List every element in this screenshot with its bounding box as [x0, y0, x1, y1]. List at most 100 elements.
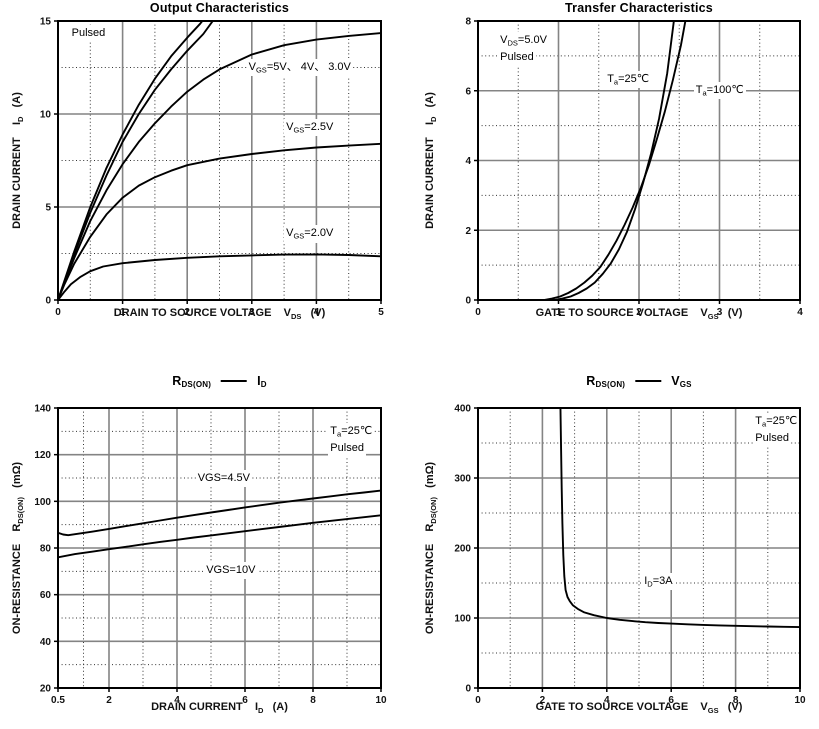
- annotation-2: VGS=4.5V: [195, 469, 252, 487]
- x-tick-labels: 0 1 2 3 4 5: [55, 307, 384, 318]
- svg-text:0: 0: [55, 307, 61, 318]
- chart-title: RDS(ON) ID: [172, 374, 267, 389]
- y-tick-labels: 0 100 200 300 400: [454, 404, 471, 695]
- svg-text:10: 10: [40, 110, 52, 121]
- svg-text:400: 400: [454, 404, 471, 415]
- annotation-2: Ta=25℃: [605, 71, 652, 89]
- curve-ta-25c: [478, 21, 675, 300]
- curve-vgs-2-5v: [58, 142, 381, 300]
- annotation-1: Pulsed: [69, 24, 108, 42]
- plot-frame: [57, 20, 382, 301]
- svg-text:200: 200: [454, 544, 471, 555]
- curve-ta-100c: [478, 21, 687, 300]
- chart-title: Transfer Characteristics: [565, 1, 713, 15]
- svg-text:2: 2: [636, 307, 642, 318]
- svg-text:6: 6: [465, 86, 471, 97]
- annotation-3: Ta=100℃: [693, 82, 746, 100]
- y-tick-labels: 0 2 4 6 8: [465, 17, 471, 307]
- y-axis-label: ON-RESISTANCE RDS(ON) (mΩ): [424, 462, 438, 635]
- svg-text:300: 300: [454, 474, 471, 485]
- curve-vgs-4v: [58, 21, 214, 300]
- plot-svg: 0 1 2 3 4 5 0 5 10 15 DRAIN TO SOURCE VOLTAGE VDS …: [11, 17, 384, 322]
- curves: [58, 489, 381, 559]
- y-axis-label: DRAIN CURRENT ID (A): [11, 92, 25, 229]
- title-dash: [635, 380, 662, 382]
- svg-text:2: 2: [465, 226, 471, 237]
- curve-vgs-10v: [58, 514, 381, 559]
- annotation-1: VDS=5.0V Pulsed: [498, 31, 549, 66]
- svg-text:4: 4: [465, 156, 471, 167]
- curve-vgs-3-0v: [58, 32, 381, 300]
- svg-text:2: 2: [184, 307, 190, 318]
- tick-marks: [54, 20, 382, 304]
- chart-rdson-vs-vgs: RDS(ON) VGS 0 2 4 6 8 10 0 100 200 300 400 GATE TO SO…: [410, 360, 819, 729]
- tick-marks: [474, 20, 801, 304]
- svg-text:8: 8: [733, 695, 739, 706]
- annotation-2: VGS=5V、 4V、 3.0V: [246, 59, 353, 77]
- chart-output-characteristics: Output Characteristics 0 1 2 3 4 5 0 5 10 15 DRAIN …: [0, 0, 410, 350]
- svg-text:15: 15: [40, 17, 52, 28]
- curves: [478, 21, 687, 300]
- curves: [58, 21, 381, 300]
- svg-text:80: 80: [40, 544, 52, 555]
- x-axis-label: GATE TO SOURCE VOLTAGE VGS (V): [536, 701, 743, 715]
- svg-text:60: 60: [40, 590, 52, 601]
- chart-title: RDS(ON) VGS: [586, 374, 692, 389]
- svg-text:0: 0: [465, 296, 471, 307]
- y-axis-label: DRAIN CURRENT ID (A): [424, 92, 438, 229]
- chart-title: Output Characteristics: [149, 1, 290, 15]
- svg-text:8: 8: [465, 17, 471, 28]
- annotation-3: VGS=2.5V: [284, 118, 336, 136]
- svg-text:10: 10: [794, 695, 806, 706]
- svg-text:3: 3: [717, 307, 723, 318]
- x-axis-label: DRAIN CURRENT ID (A): [151, 701, 288, 715]
- y-axis-label: ON-RESISTANCE RDS(ON) (mΩ): [11, 462, 25, 635]
- svg-text:5: 5: [378, 307, 384, 318]
- x-tick-labels: 0 1 2 3 4: [475, 307, 803, 318]
- svg-text:2: 2: [106, 695, 112, 706]
- svg-text:4: 4: [604, 695, 610, 706]
- curves: [559, 408, 800, 629]
- svg-text:0: 0: [45, 296, 51, 307]
- annotation-1: Ta=25℃ Pulsed: [328, 422, 375, 457]
- svg-text:100: 100: [34, 497, 51, 508]
- svg-text:5: 5: [45, 203, 51, 214]
- tick-marks: [474, 407, 801, 692]
- svg-text:6: 6: [242, 695, 248, 706]
- annotation-1: Ta=25℃ Pulsed: [753, 412, 800, 447]
- svg-text:0.5: 0.5: [51, 695, 65, 706]
- svg-text:0: 0: [465, 684, 471, 695]
- annotation-3: VGS=10V: [204, 561, 258, 579]
- plot-svg: 0 1 2 3 4 0 2 4 6 8 GATE TO SOURCE VOLTAGE VGS (V)…: [424, 17, 803, 322]
- svg-text:0: 0: [475, 307, 481, 318]
- svg-text:10: 10: [375, 695, 387, 706]
- title-dash: [221, 380, 248, 382]
- curve-vgs-4-5v: [58, 489, 381, 537]
- svg-text:1: 1: [120, 307, 126, 318]
- svg-text:40: 40: [40, 637, 52, 648]
- svg-text:2: 2: [540, 695, 546, 706]
- chart-rdson-vs-id: RDS(ON) ID 0.5 2 4 6 8 10 20 40 60 80 100 120 140 DRAIN…: [0, 360, 410, 729]
- svg-text:3: 3: [249, 307, 255, 318]
- y-tick-labels: 0 5 10 15: [40, 17, 52, 307]
- tick-marks: [54, 407, 382, 692]
- svg-text:0: 0: [475, 695, 481, 706]
- x-axis-label: GATE TO SOURCE VOLTAGE VGS (V): [536, 307, 743, 321]
- x-tick-labels: 0.5 2 4 6 8 10: [51, 695, 387, 706]
- curve-id-3a: [559, 408, 800, 629]
- grid-major: [478, 21, 800, 300]
- plot-svg: 0.5 2 4 6 8 10 20 40 60 80 100 120 140 DRAIN CURRENT …: [11, 404, 387, 716]
- svg-text:4: 4: [797, 307, 803, 318]
- svg-text:100: 100: [454, 614, 471, 625]
- svg-text:20: 20: [40, 684, 52, 695]
- svg-text:4: 4: [174, 695, 180, 706]
- grid-major: [478, 408, 800, 688]
- svg-text:4: 4: [314, 307, 320, 318]
- annotation-2: ID=3A: [642, 573, 675, 591]
- x-axis-label: DRAIN TO SOURCE VOLTAGE VDS (V): [114, 307, 326, 321]
- chart-transfer-characteristics: Transfer Characteristics 0 1 2 3 4 0 2 4 6 8 GATE T…: [410, 0, 819, 350]
- svg-text:140: 140: [34, 404, 51, 415]
- svg-text:6: 6: [668, 695, 674, 706]
